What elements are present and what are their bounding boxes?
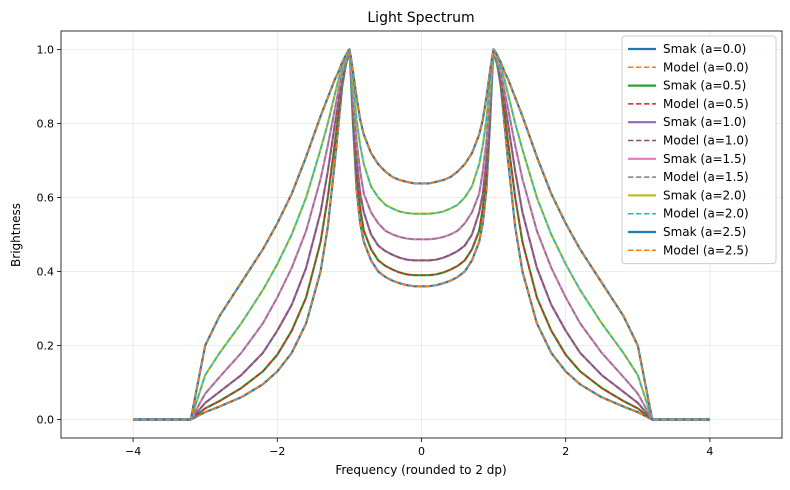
- legend-box: [621, 35, 777, 265]
- series-line: [133, 48, 710, 421]
- legend-label: Model (a=0.0): [663, 60, 749, 74]
- axis-ticks: −4 −2 0 2 4 0.0 0.2 0.4 0.6 0.8 1.0: [37, 44, 714, 459]
- y-tick-label: 0.2: [37, 340, 55, 353]
- legend-label: Smak (a=2.5): [663, 225, 746, 239]
- legend-label: Smak (a=0.0): [663, 42, 746, 56]
- series-line: [133, 48, 710, 421]
- series-line: [133, 48, 710, 421]
- legend-label: Smak (a=2.0): [663, 188, 746, 202]
- legend-label: Model (a=2.0): [663, 207, 749, 221]
- x-axis-label: Frequency (rounded to 2 dp): [335, 463, 506, 477]
- y-axis-label: Brightness: [9, 203, 23, 267]
- y-tick-label: 1.0: [37, 44, 55, 57]
- y-tick-label: 0.4: [37, 266, 55, 279]
- legend-label: Model (a=0.5): [663, 97, 749, 111]
- series-line: [133, 48, 710, 421]
- x-tick-label: −4: [125, 445, 141, 458]
- x-tick-label: −2: [269, 445, 285, 458]
- series-line: [133, 48, 710, 421]
- x-tick-label: 0: [418, 445, 425, 458]
- legend-label: Model (a=1.0): [663, 134, 749, 148]
- legend-label: Smak (a=0.5): [663, 79, 746, 93]
- y-tick-label: 0.0: [37, 414, 55, 427]
- x-tick-label: 2: [562, 445, 569, 458]
- legend-label: Model (a=1.5): [663, 170, 749, 184]
- legend-label: Model (a=2.5): [663, 243, 749, 257]
- legend-label: Smak (a=1.5): [663, 152, 746, 166]
- chart-title: Light Spectrum: [367, 10, 474, 26]
- y-tick-label: 0.8: [37, 118, 55, 131]
- x-tick-label: 4: [706, 445, 713, 458]
- legend: Smak (a=0.0) Model (a=0.0) Smak (a=0.5) Mod…: [621, 35, 777, 265]
- y-tick-label: 0.6: [37, 192, 55, 205]
- series-line: [133, 48, 710, 421]
- series-lines: [133, 48, 710, 421]
- legend-label: Smak (a=1.0): [663, 115, 746, 129]
